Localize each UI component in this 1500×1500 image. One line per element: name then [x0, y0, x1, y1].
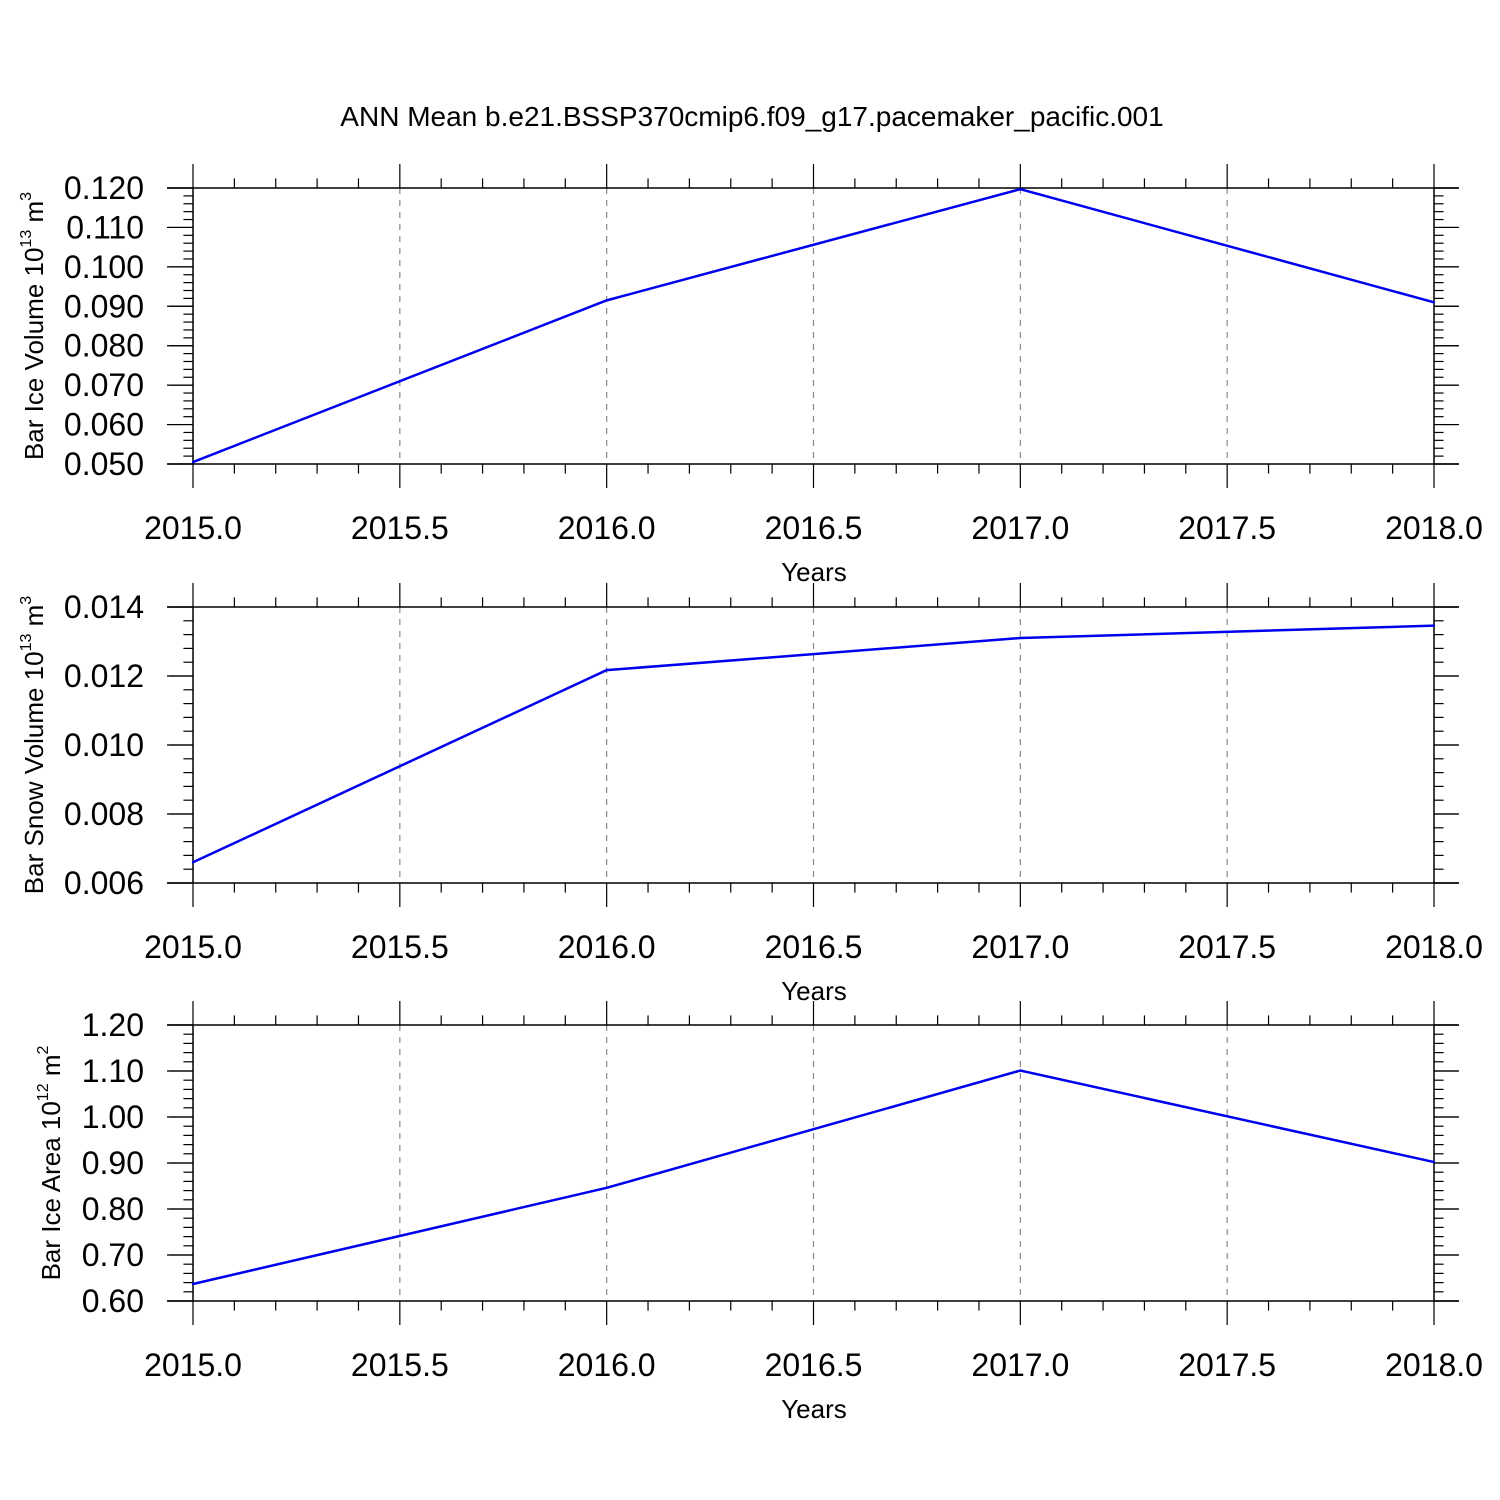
x-tick-label: 2015.5: [351, 510, 449, 546]
y-tick-label: 0.050: [64, 446, 144, 482]
data-point: [605, 668, 608, 672]
x-tick-label: 2016.0: [558, 510, 656, 546]
data-point: [1432, 301, 1436, 304]
y-tick-label: 0.90: [82, 1145, 144, 1181]
data-point: [1432, 1160, 1436, 1164]
x-tick-label: 2015.0: [144, 510, 242, 546]
y-axis-label-superscript: 12: [35, 1083, 52, 1101]
y-axis-label-superscript: 13: [18, 230, 35, 248]
y-tick-label: 0.008: [64, 796, 144, 832]
y-tick-label: 1.10: [82, 1053, 144, 1089]
series-line: [192, 1069, 1435, 1286]
x-tick-label: 2017.0: [971, 510, 1069, 546]
y-tick-label: 0.100: [64, 249, 144, 285]
y-tick-label: 0.012: [64, 658, 144, 694]
y-axis-label-part: m: [19, 201, 49, 230]
x-tick-label: 2016.5: [765, 929, 863, 965]
panel-snow-volume: 2015.0 2015.5 2016.0 2016.5 2017.0 2017.5 2018…: [18, 583, 1483, 1006]
series-line: [192, 624, 1435, 864]
data-point: [605, 299, 608, 302]
y-tick-label: 0.80: [82, 1191, 144, 1227]
data-point: [1432, 624, 1436, 627]
y-tick-label: 0.080: [64, 328, 144, 364]
y-axis-label: Bar Ice Area 1012 m2: [35, 1045, 66, 1280]
x-axis-label: Years: [781, 1394, 847, 1424]
y-axis-label: Bar Snow Volume 1013 m3: [18, 596, 49, 895]
x-tick-label: 2016.5: [765, 510, 863, 546]
data-point: [191, 460, 195, 464]
y-axis-label-part: Bar Ice Area 10: [36, 1101, 66, 1280]
data-point: [191, 861, 195, 864]
panel-ice-volume: 2015.0 2015.5 2016.0 2016.5 2017.0 2017.5 2018…: [18, 164, 1483, 587]
x-tick-label: 2018.0: [1385, 1347, 1483, 1383]
y-axis-label-superscript: 3: [18, 596, 35, 605]
y-axis-label-superscript: 13: [18, 633, 35, 651]
y-tick-label: 0.060: [64, 407, 144, 443]
y-tick-label: 1.00: [82, 1099, 144, 1135]
y-tick-label: 0.014: [64, 589, 144, 625]
y-axis-label-superscript: 3: [18, 192, 35, 201]
x-tick-label: 2017.0: [971, 929, 1069, 965]
data-point: [1019, 636, 1022, 640]
x-tick-label: 2015.5: [351, 1347, 449, 1383]
x-axis-label: Years: [781, 557, 847, 587]
y-axis-label: Bar Ice Volume 1013 m3: [18, 192, 49, 460]
x-tick-label: 2015.0: [144, 1347, 242, 1383]
figure-title: ANN Mean b.e21.BSSP370cmip6.f09_g17.pace…: [340, 101, 1163, 132]
y-tick-label: 0.090: [64, 288, 144, 324]
y-axis-label-part: Bar Snow Volume 10: [19, 651, 49, 894]
series-line: [192, 187, 1435, 464]
y-tick-label: 0.70: [82, 1237, 144, 1273]
x-tick-label: 2016.0: [558, 929, 656, 965]
x-tick-label: 2017.5: [1178, 1347, 1276, 1383]
x-tick-label: 2015.5: [351, 929, 449, 965]
x-tick-label: 2016.0: [558, 1347, 656, 1383]
data-point: [191, 1282, 195, 1286]
x-tick-label: 2017.5: [1178, 510, 1276, 546]
y-tick-label: 0.120: [64, 170, 144, 206]
y-tick-label: 0.006: [64, 865, 144, 901]
x-tick-label: 2018.0: [1385, 929, 1483, 965]
data-point: [1019, 1069, 1022, 1072]
y-axis-label-superscript: 2: [35, 1045, 52, 1054]
y-axis-label-part: Bar Ice Volume 10: [19, 248, 49, 460]
panel-ice-area: 2015.0 2015.5 2016.0 2016.5 2017.0 2017.5 2018…: [35, 1001, 1483, 1424]
x-tick-label: 2017.0: [971, 1347, 1069, 1383]
x-tick-label: 2017.5: [1178, 929, 1276, 965]
y-axis-label-part: m: [36, 1054, 66, 1083]
y-tick-label: 1.20: [82, 1007, 144, 1043]
y-tick-label: 0.070: [64, 367, 144, 403]
x-tick-label: 2015.0: [144, 929, 242, 965]
y-tick-label: 0.60: [82, 1283, 144, 1319]
y-axis-label-part: m: [19, 605, 49, 634]
x-tick-label: 2018.0: [1385, 510, 1483, 546]
y-tick-label: 0.010: [64, 727, 144, 763]
x-tick-label: 2016.5: [765, 1347, 863, 1383]
data-point: [605, 1186, 608, 1190]
data-point: [1019, 187, 1022, 191]
y-tick-label: 0.110: [66, 209, 144, 245]
